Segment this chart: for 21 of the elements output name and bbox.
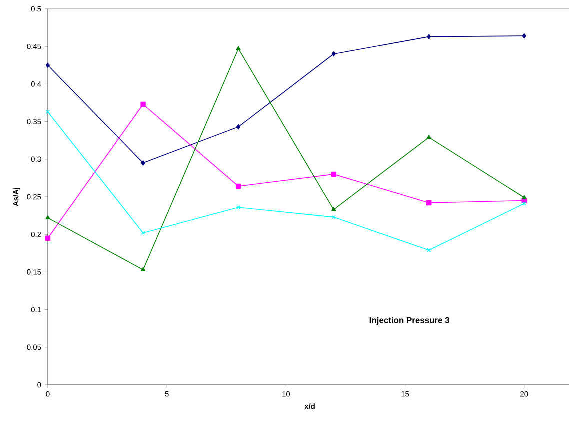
point <box>427 248 432 252</box>
point <box>140 267 146 272</box>
point <box>140 102 146 108</box>
point <box>427 34 432 40</box>
point <box>331 172 336 178</box>
point <box>236 124 241 130</box>
point <box>426 134 432 140</box>
point <box>46 62 50 68</box>
point <box>426 200 432 206</box>
point <box>522 33 526 39</box>
point <box>522 195 527 200</box>
point <box>332 207 336 212</box>
point <box>236 206 241 210</box>
point <box>332 52 336 57</box>
point <box>46 215 50 220</box>
point <box>332 215 336 220</box>
annotation: Injection Pressure 3 <box>370 317 450 326</box>
point <box>236 184 242 190</box>
point <box>141 160 146 166</box>
point <box>45 236 51 241</box>
point <box>236 46 241 50</box>
